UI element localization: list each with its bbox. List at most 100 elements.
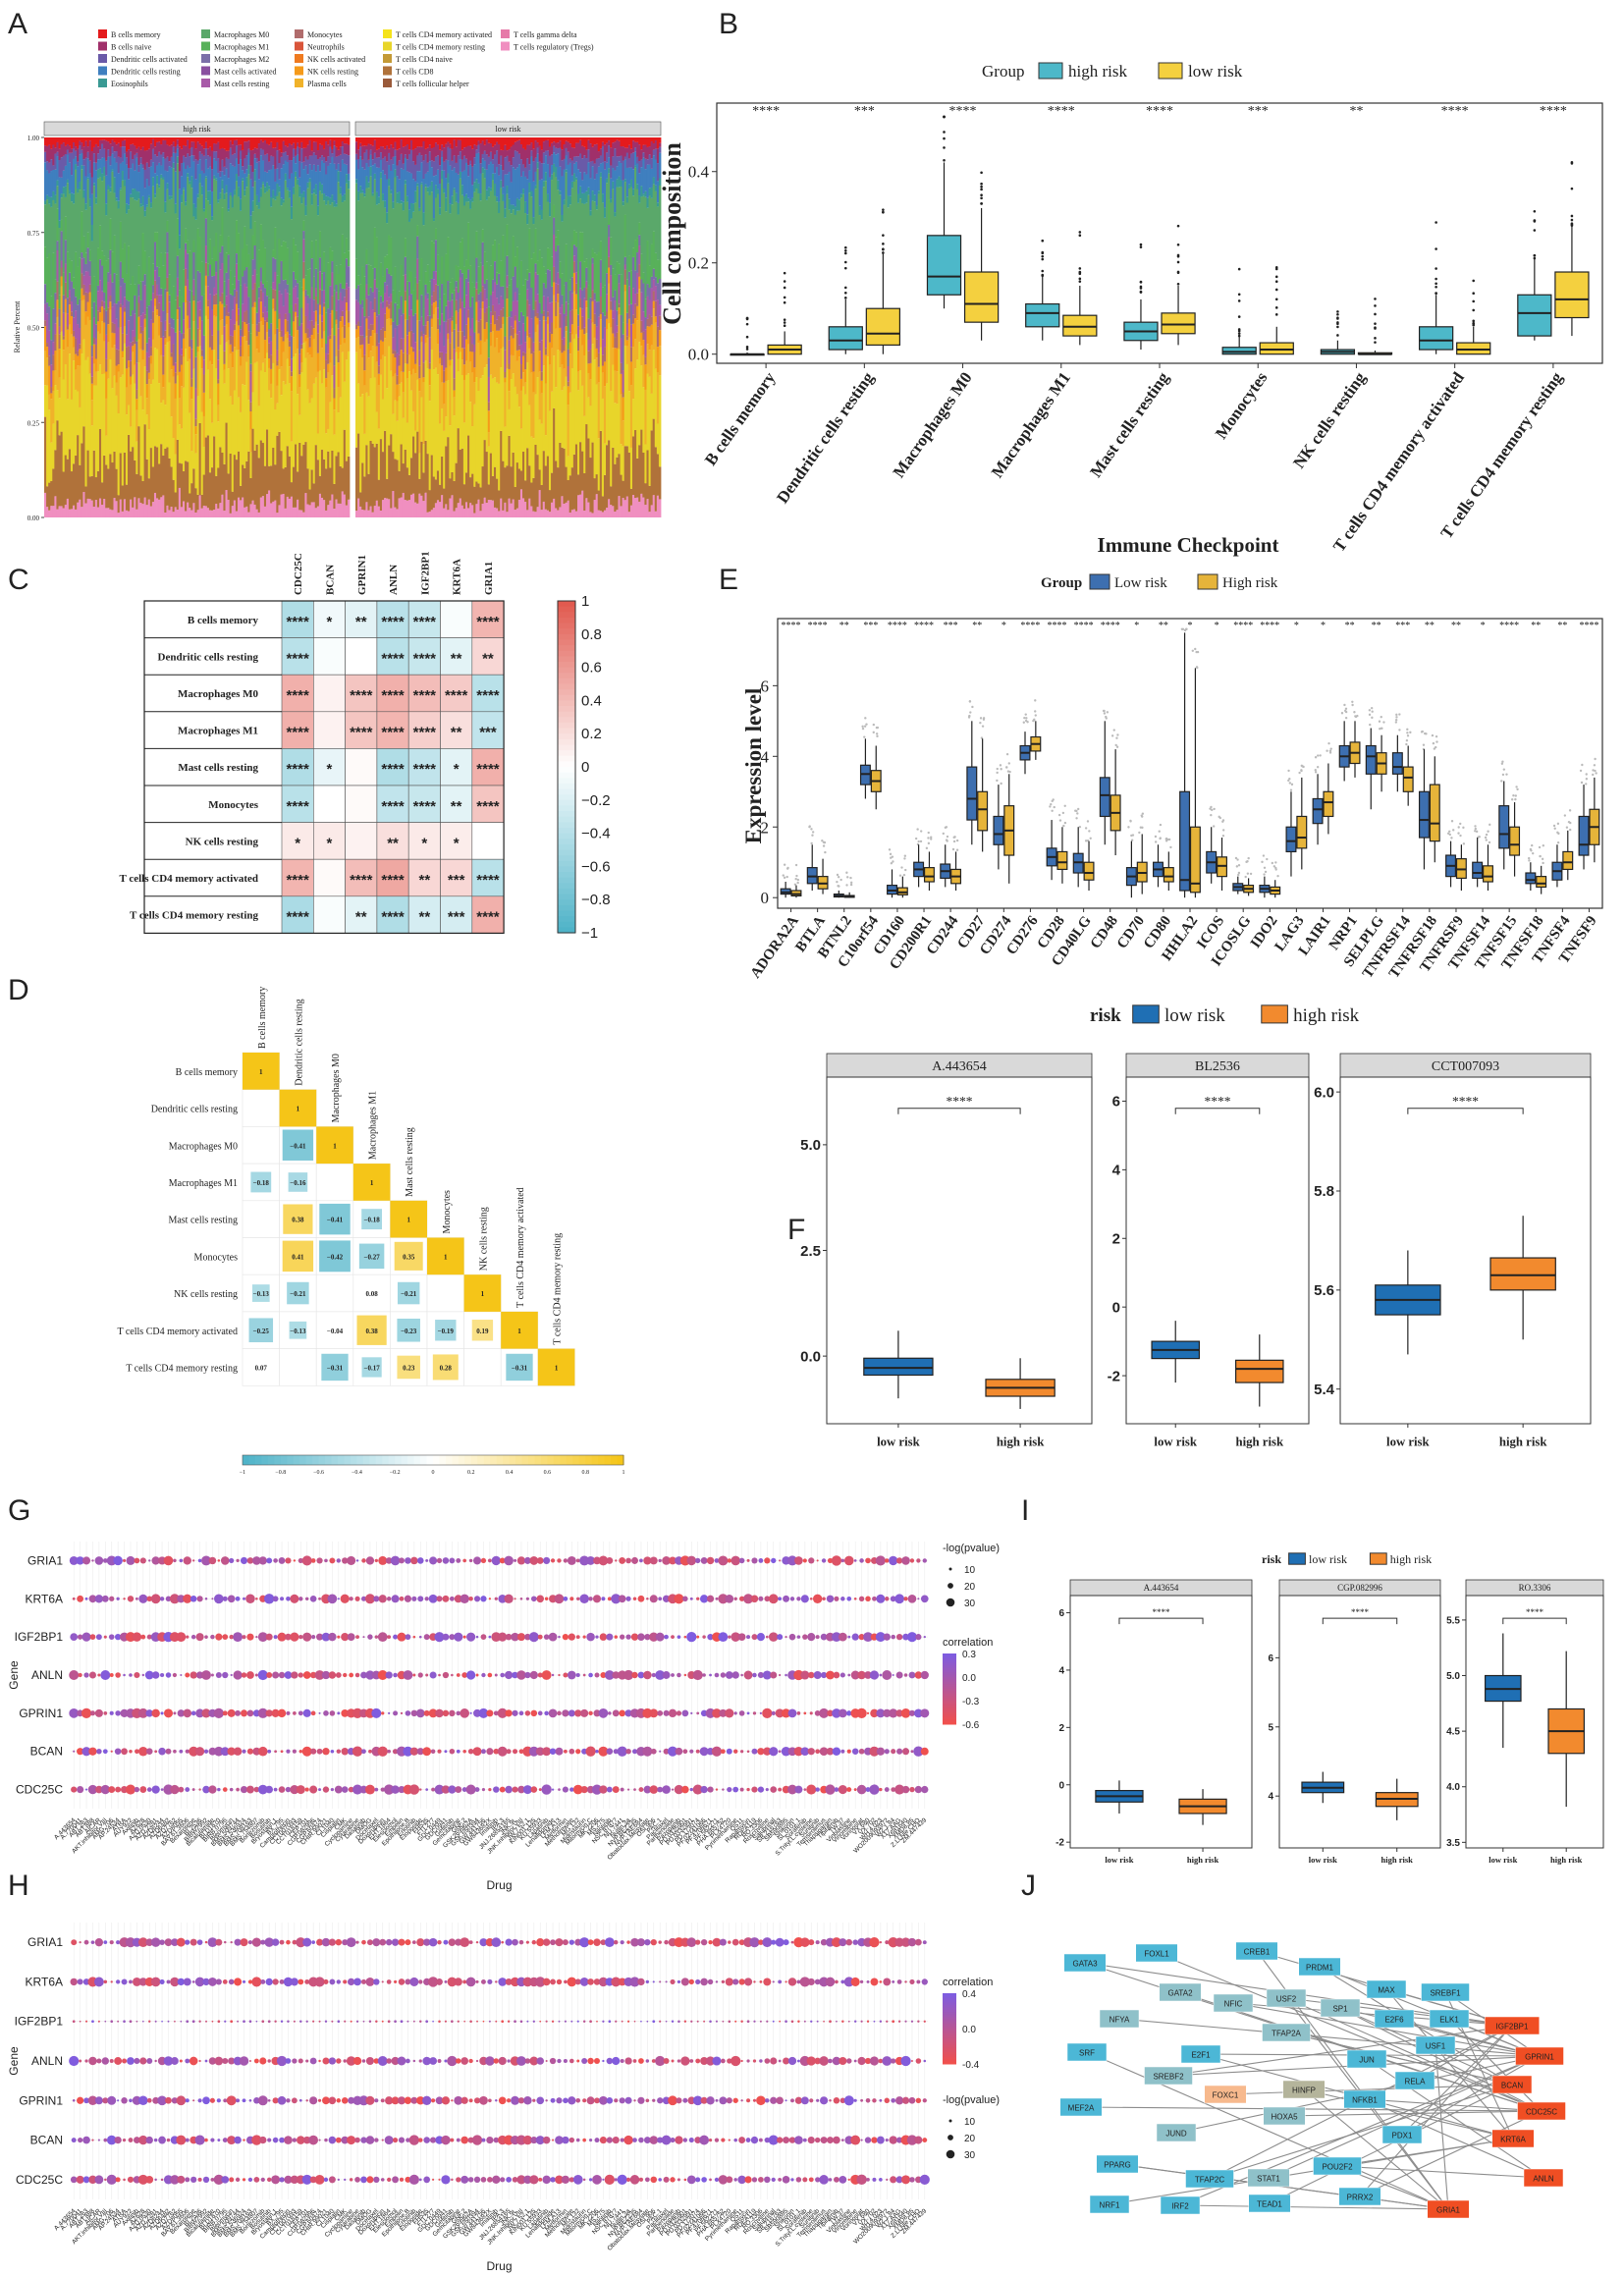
- stack-segment: [477, 144, 480, 153]
- stack-segment: [304, 357, 307, 443]
- stack-segment: [160, 174, 163, 179]
- stack-segment: [135, 441, 138, 474]
- stack-segment: [261, 284, 265, 293]
- stack-segment: [597, 316, 601, 353]
- stack-segment: [286, 284, 290, 294]
- panel-label-g: G: [8, 1494, 30, 1527]
- stack-segment: [101, 181, 104, 251]
- y-tick-label: 0.50: [27, 325, 40, 333]
- stack-segment: [398, 179, 402, 192]
- stack-segment: [286, 137, 290, 147]
- stack-segment: [90, 307, 94, 346]
- significance-stars: ****: [286, 909, 309, 926]
- stack-segment: [434, 185, 438, 198]
- stack-segment: [109, 137, 112, 144]
- stack-segment: [308, 403, 312, 490]
- stack-segment: [70, 399, 74, 472]
- stack-segment: [623, 214, 627, 257]
- outlier-point: [1237, 267, 1241, 271]
- stack-segment: [508, 316, 511, 341]
- stack-segment: [418, 320, 421, 351]
- stack-segment: [229, 294, 233, 320]
- stack-segment: [477, 391, 480, 484]
- stack-segment: [656, 206, 660, 260]
- stack-segment: [162, 139, 165, 153]
- stack-segment: [583, 287, 586, 298]
- stack-segment: [225, 168, 228, 186]
- stack-segment: [251, 428, 254, 501]
- stack-segment: [526, 137, 529, 145]
- stack-segment: [341, 491, 345, 517]
- stack-segment: [441, 157, 444, 171]
- stack-segment: [302, 278, 305, 292]
- stack-segment: [221, 171, 224, 181]
- y-tick-label: 0.2: [688, 254, 709, 273]
- stack-segment: [84, 324, 87, 360]
- stack-segment: [420, 331, 423, 337]
- stack-segment: [447, 183, 450, 238]
- stack-segment: [151, 186, 155, 264]
- stack-segment: [52, 354, 55, 371]
- stack-segment: [117, 513, 121, 517]
- stack-segment: [318, 143, 322, 158]
- stack-segment: [145, 137, 149, 151]
- stack-segment: [593, 163, 597, 180]
- stack-segment: [304, 137, 307, 148]
- stack-segment: [514, 486, 517, 511]
- stack-segment: [323, 290, 326, 303]
- stack-segment: [620, 180, 623, 188]
- stack-segment: [601, 365, 605, 373]
- stack-segment: [56, 420, 59, 510]
- box-0: [1123, 298, 1159, 351]
- stack-segment: [392, 208, 395, 291]
- stack-segment: [404, 145, 407, 155]
- stack-segment: [101, 482, 104, 506]
- stack-segment: [320, 137, 324, 145]
- stack-segment: [579, 186, 582, 199]
- stack-segment: [325, 137, 328, 142]
- stack-segment: [282, 137, 286, 141]
- stack-segment: [156, 266, 159, 285]
- stack-segment: [392, 350, 395, 354]
- colorbar-segment: [558, 628, 575, 635]
- stack-segment: [272, 156, 275, 166]
- stack-segment: [498, 244, 501, 274]
- heatmap-cell: [376, 785, 409, 823]
- stack-segment: [475, 137, 478, 146]
- outlier-point: [1570, 214, 1574, 218]
- stack-segment: [384, 498, 387, 517]
- stack-segment: [109, 274, 112, 297]
- stack-segment: [240, 144, 243, 151]
- stack-segment: [121, 278, 125, 306]
- stack-segment: [341, 234, 345, 289]
- stack-segment: [398, 137, 402, 149]
- stack-segment: [553, 295, 556, 356]
- stack-segment: [101, 139, 104, 144]
- stack-segment: [187, 502, 189, 517]
- stack-segment: [233, 500, 237, 517]
- stack-segment: [272, 147, 275, 157]
- stack-segment: [567, 151, 570, 165]
- stack-segment: [355, 153, 358, 160]
- stack-segment: [318, 271, 322, 290]
- stack-segment: [455, 146, 459, 163]
- stack-segment: [66, 154, 70, 180]
- stack-segment: [56, 156, 59, 181]
- box-iqr: [1259, 342, 1294, 355]
- stack-segment: [111, 282, 114, 307]
- stack-segment: [149, 166, 153, 203]
- significance-stars: ****: [381, 872, 405, 889]
- stack-segment: [599, 148, 603, 156]
- stack-segment: [418, 478, 421, 494]
- stack-segment: [160, 295, 163, 322]
- stack-segment: [278, 283, 281, 292]
- stack-segment: [519, 390, 523, 429]
- stack-segment: [414, 137, 417, 149]
- stack-segment: [561, 496, 564, 517]
- stack-segment: [217, 330, 220, 360]
- stack-segment: [103, 301, 106, 309]
- stack-segment: [404, 449, 407, 501]
- stack-segment: [473, 157, 476, 165]
- stack-segment: [576, 156, 580, 170]
- stack-segment: [327, 196, 330, 201]
